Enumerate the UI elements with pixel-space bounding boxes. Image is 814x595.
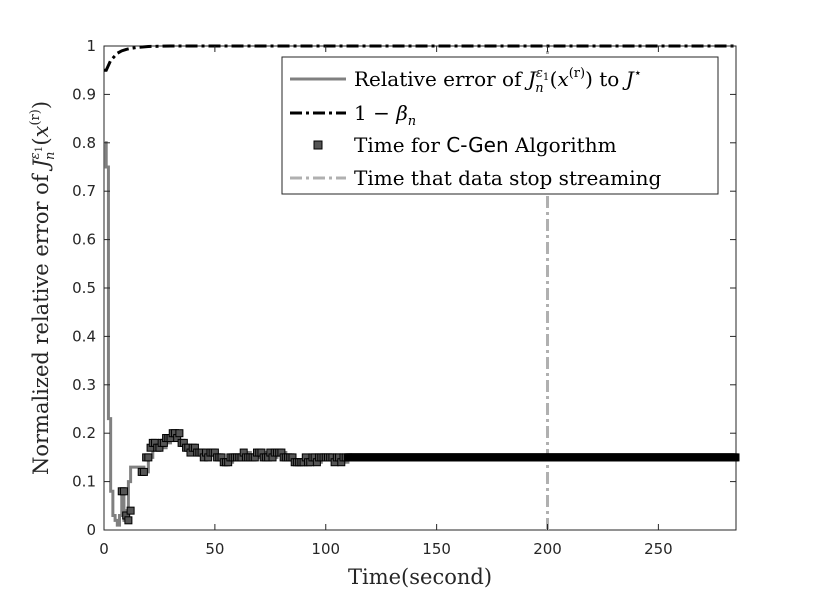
y-tick-label: 0.8: [72, 134, 96, 152]
svg-text:Normalized relative error of J: Normalized relative error of Jε1n(x(r)): [28, 101, 58, 475]
y-tick-label: 0.3: [72, 376, 96, 394]
tick-layer: 0 50 100 150 200 250 0 0.1 0.2 0.3 0.4 0.5 0.6 0.7 0.8…: [72, 37, 736, 558]
cgen-marker: [126, 506, 135, 515]
cgen-marker: [139, 467, 148, 476]
y-tick-label: 0.4: [72, 327, 96, 345]
cgen-marker: [124, 516, 133, 525]
x-tick-label: 100: [311, 540, 340, 558]
x-tick-label: 0: [99, 540, 109, 558]
y-tick-label: 0: [86, 521, 96, 539]
legend-label-cgen-time: Time for C-Gen Algorithm: [354, 133, 617, 157]
legend-label-one-minus-beta: 1 − βn: [354, 101, 416, 129]
y-axis-label: Normalized relative error of Jε1n(x(r)): [28, 101, 58, 475]
y-tick-label: 0.7: [72, 182, 96, 200]
y-tick-label: 0.6: [72, 231, 96, 249]
x-tick-label: 50: [205, 540, 224, 558]
y-tick-label: 0.2: [72, 424, 96, 442]
legend-swatch-cgen-marker: [313, 140, 323, 150]
y-tick-label: 1: [86, 37, 96, 55]
cgen-marker: [119, 487, 128, 496]
legend-label-relative-error: Relative error of Jε1 n (x(r)) to J⋆: [354, 66, 642, 96]
legend-box: [281, 56, 719, 195]
y-tick-label: 0.1: [72, 473, 96, 491]
x-tick-label: 200: [533, 540, 562, 558]
y-label-prefix: Normalized relative error of: [29, 168, 53, 475]
y-tick-label: 0.5: [72, 279, 96, 297]
legend-label-stop-streaming: Time that data stop streaming: [354, 166, 662, 190]
x-tick-label: 150: [422, 540, 451, 558]
cgen-marker-steady: [732, 453, 740, 462]
y-tick-label: 0.9: [72, 85, 96, 103]
legend: Relative error of Jε1 n (x(r)) to J⋆ 1 − β…: [281, 56, 719, 195]
x-tick-label: 250: [644, 540, 673, 558]
cgen-marker: [144, 453, 153, 462]
cgen-marker: [175, 429, 184, 438]
series-layer: [104, 44, 740, 530]
x-axis-label: Time(second): [348, 565, 492, 589]
